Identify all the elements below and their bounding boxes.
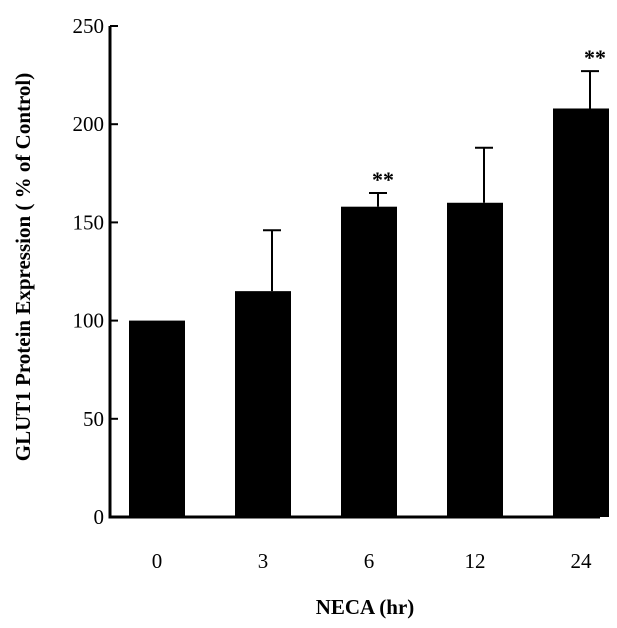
x-tick-label-3: 3: [258, 549, 269, 573]
x-tick-label-24: 24: [571, 549, 593, 573]
significance-mark-6: **: [372, 167, 394, 192]
bar-6: [341, 206, 397, 518]
x-tick-label-0: 0: [152, 549, 163, 573]
y-tick-label-0: 0: [94, 505, 105, 529]
bar-3: [235, 291, 291, 517]
y-tick-label-200: 200: [73, 112, 105, 136]
y-axis: 0 50 100 150 200 250: [73, 14, 118, 529]
x-tick-label-6: 6: [364, 549, 375, 573]
bar-12: [447, 202, 503, 517]
y-tick-label-250: 250: [73, 14, 105, 38]
x-tick-label-12: 12: [465, 549, 486, 573]
y-tick-label-150: 150: [73, 210, 105, 234]
y-axis-title: GLUT1 Protein Expression ( % of Control): [11, 73, 35, 462]
x-axis-title: NECA (hr): [316, 595, 415, 619]
bars: [129, 108, 609, 518]
error-bars: [263, 70, 599, 292]
x-axis: 0 3 6 12 24: [108, 515, 600, 573]
significance-annotations: ** **: [372, 45, 606, 192]
significance-mark-24: **: [584, 45, 606, 70]
y-tick-label-50: 50: [83, 407, 104, 431]
bar-24: [553, 108, 609, 517]
bar-0: [129, 320, 185, 517]
y-tick-label-100: 100: [73, 309, 105, 333]
